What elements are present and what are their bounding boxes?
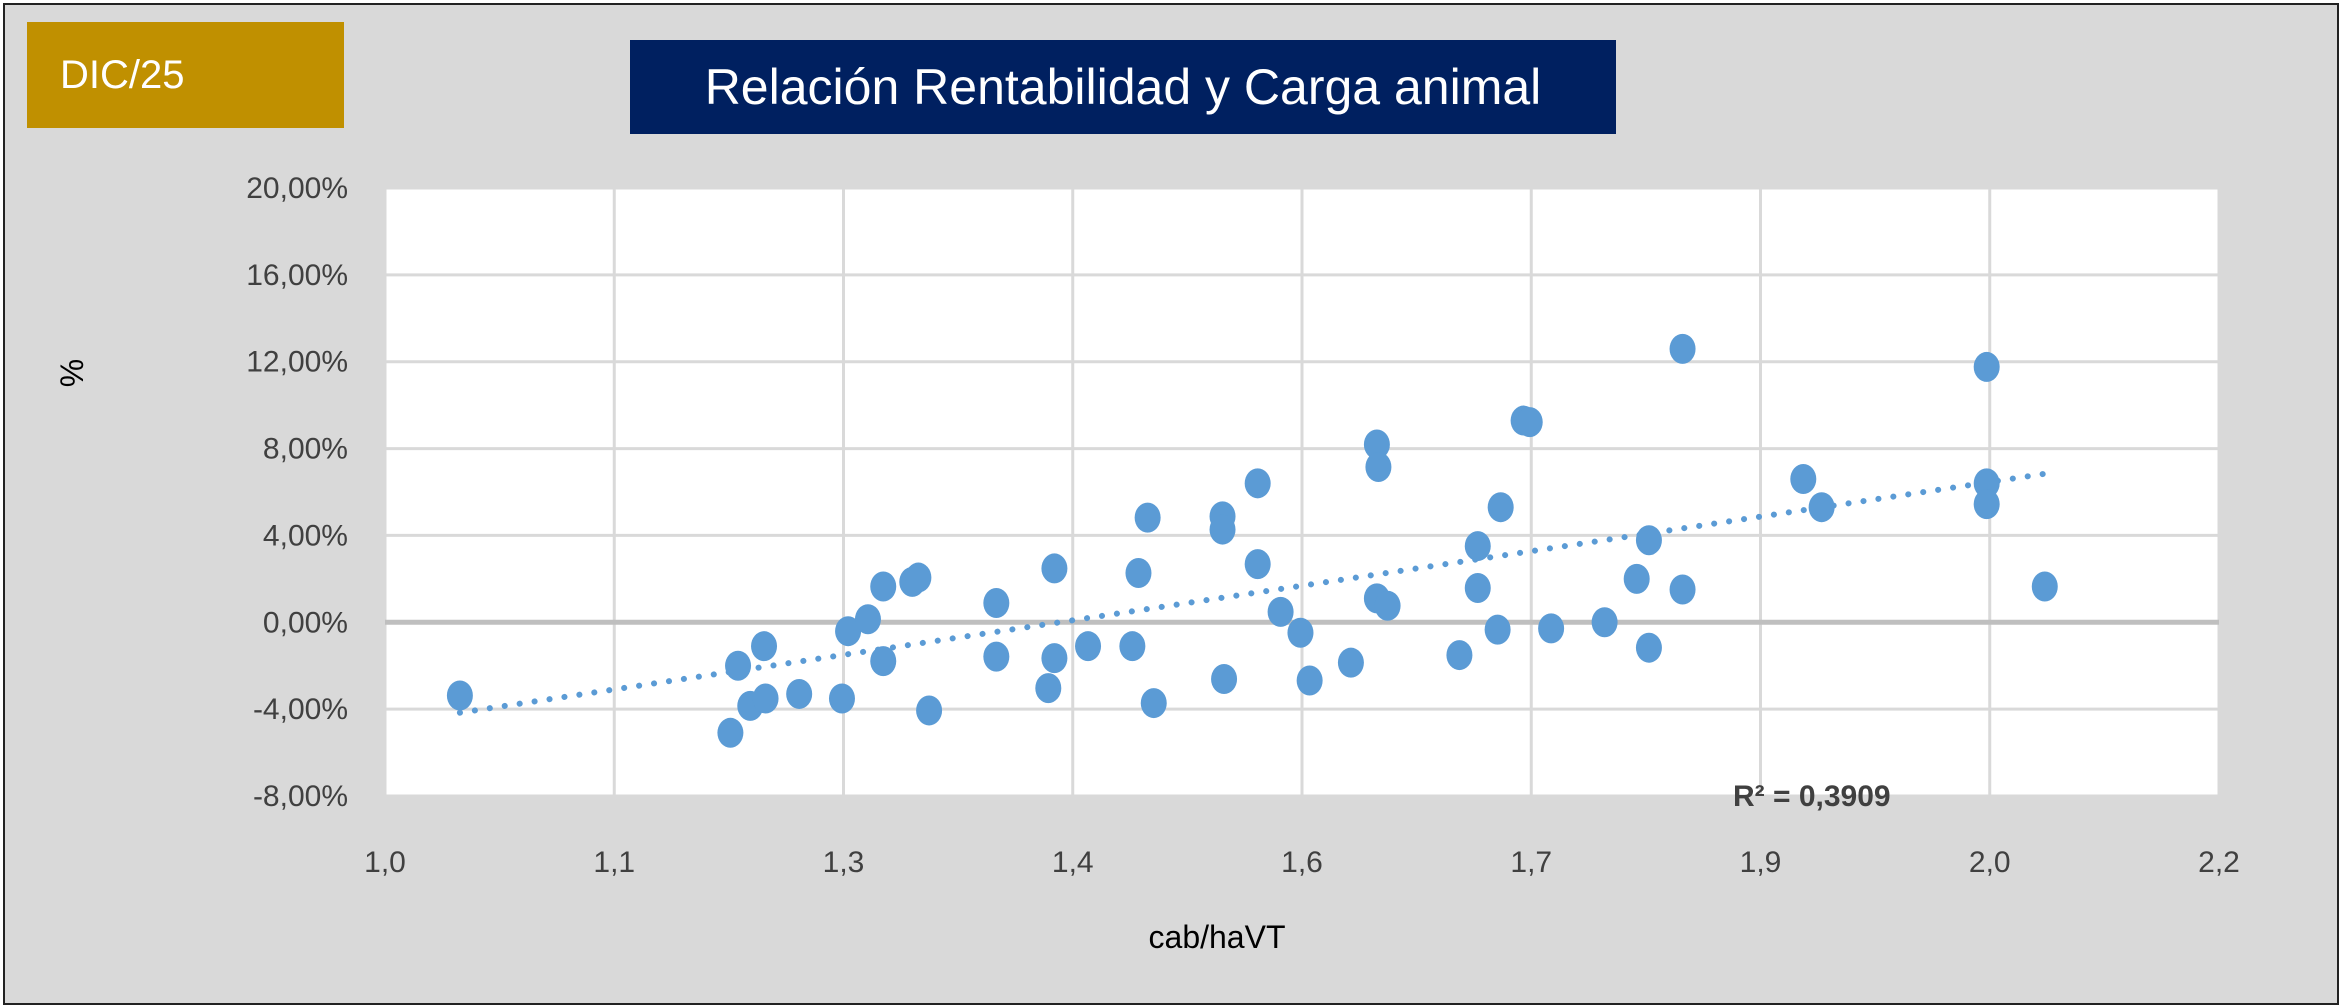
x-tick-label: 2,0	[1969, 846, 2011, 879]
data-point	[905, 562, 932, 593]
y-tick-label: 4,00%	[263, 519, 348, 552]
data-point	[1623, 563, 1650, 594]
data-point	[1041, 643, 1068, 674]
x-axis-label: cab/haVT	[1149, 919, 1286, 955]
period-badge: DIC/25	[27, 22, 344, 128]
data-point	[1374, 590, 1401, 621]
y-tick-label: 8,00%	[263, 433, 348, 466]
data-point	[1464, 572, 1491, 603]
y-tick-label: 12,00%	[246, 346, 348, 379]
data-point	[446, 680, 473, 711]
data-point	[786, 678, 813, 709]
data-point	[1446, 640, 1473, 671]
data-point	[854, 604, 881, 635]
x-tick-label: 1,1	[593, 846, 635, 879]
data-point	[1125, 557, 1152, 588]
data-point	[725, 650, 752, 681]
data-point	[1211, 663, 1238, 694]
data-point	[1973, 351, 2000, 382]
y-tick-label: 20,00%	[246, 172, 348, 205]
data-point	[1287, 617, 1314, 648]
data-point	[870, 571, 897, 602]
x-tick-label: 1,9	[1740, 846, 1782, 879]
data-point	[1041, 553, 1068, 584]
trendline	[456, 470, 2048, 716]
data-point	[1464, 531, 1491, 562]
data-point	[1635, 632, 1662, 663]
y-axis-label: %	[54, 359, 90, 387]
data-point	[916, 695, 943, 726]
x-tick-label: 1,0	[364, 846, 406, 879]
data-point	[983, 587, 1010, 618]
y-tick-label: -4,00%	[253, 693, 348, 726]
x-tick-label: 1,3	[823, 846, 865, 879]
data-point	[1669, 574, 1696, 605]
data-point	[1075, 631, 1102, 662]
data-point	[1296, 665, 1323, 696]
data-point	[1808, 492, 1835, 523]
data-point	[1487, 492, 1514, 523]
data-point	[1973, 468, 2000, 499]
data-point	[1669, 333, 1696, 364]
data-point	[751, 631, 778, 662]
data-point	[752, 683, 779, 714]
data-point	[1140, 688, 1167, 719]
data-point	[1538, 613, 1565, 644]
data-point	[870, 646, 897, 677]
data-point	[983, 641, 1010, 672]
data-point	[1635, 525, 1662, 556]
data-point	[1973, 489, 2000, 520]
data-point	[1119, 631, 1146, 662]
data-point	[2031, 571, 2058, 602]
x-tick-label: 1,6	[1281, 846, 1323, 879]
data-point	[1337, 647, 1364, 678]
data-point	[1134, 502, 1161, 533]
y-tick-label: 0,00%	[263, 606, 348, 639]
data-point	[1244, 468, 1271, 499]
x-tick-label: 1,4	[1052, 846, 1094, 879]
y-tick-label: -8,00%	[253, 780, 348, 813]
data-point	[1484, 614, 1511, 645]
data-point	[1363, 429, 1390, 460]
x-tick-label: 1,7	[1510, 846, 1552, 879]
data-point	[835, 616, 862, 647]
data-point	[1035, 673, 1062, 704]
y-tick-label: 16,00%	[246, 259, 348, 292]
r-squared-label: R² = 0,3909	[1733, 780, 1891, 813]
data-point	[1516, 407, 1543, 438]
data-point	[1365, 452, 1392, 483]
data-point	[1591, 607, 1618, 638]
data-point	[1244, 549, 1271, 580]
data-point	[717, 717, 744, 748]
data-point	[1209, 514, 1236, 545]
chart-title: Relación Rentabilidad y Carga animal	[630, 40, 1616, 134]
x-tick-label: 2,2	[2198, 846, 2240, 879]
data-point	[1790, 463, 1817, 494]
data-point	[828, 683, 855, 714]
data-point	[1267, 596, 1294, 627]
